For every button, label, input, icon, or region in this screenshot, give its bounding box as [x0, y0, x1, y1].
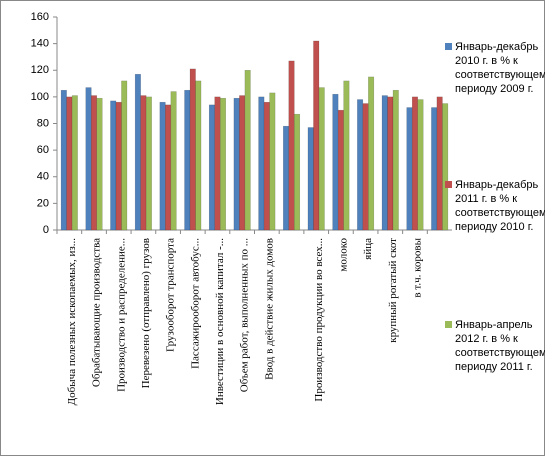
bar: [332, 93, 339, 231]
bar: [411, 96, 418, 231]
x-tick-label: Объем работ, выполненных по ...: [239, 238, 251, 392]
bar: [71, 95, 78, 231]
legend-swatch: [445, 181, 452, 188]
bar: [258, 96, 265, 231]
bar: [239, 95, 246, 231]
bar: [110, 100, 117, 231]
bar: [159, 101, 166, 231]
bar: [145, 96, 152, 231]
bar: [115, 101, 122, 231]
bar: [406, 107, 413, 231]
y-tick-label: 120: [31, 64, 49, 76]
bar: [357, 99, 364, 231]
bar: [66, 96, 73, 231]
y-tick-label: 140: [31, 38, 49, 50]
y-tick-label: 40: [37, 171, 49, 183]
legend-label: Январь-декабрь 2011 г. в % к соответству…: [455, 179, 545, 233]
legend-swatch: [445, 321, 452, 328]
bar: [387, 96, 394, 231]
x-tick-label: Производство и распределение...: [115, 238, 127, 392]
bar: [170, 91, 177, 231]
legend-entry: Январь-декабрь 2011 г. в % к соответству…: [445, 178, 545, 234]
x-tick-label: Инвестиции в основной капитал -...: [214, 238, 226, 405]
bar: [392, 89, 399, 231]
x-tick-label: Добыча полезных ископаемых, из...: [66, 238, 78, 406]
x-tick-label: Перевезено (отправлено) грузов: [140, 238, 152, 388]
bar: [442, 103, 449, 231]
x-tick-label: Производство продукции во всех...: [313, 238, 325, 402]
bar: [368, 76, 375, 231]
bar: [362, 103, 369, 231]
bar: [269, 92, 276, 231]
bar: [219, 97, 226, 231]
y-tick-label: 160: [31, 11, 49, 23]
y-tick-label: 80: [37, 117, 49, 129]
bar: [417, 99, 424, 231]
bar: [318, 87, 325, 231]
bar: [60, 89, 67, 231]
bar: [283, 125, 290, 231]
y-tick-label: 0: [43, 224, 49, 236]
bar: [436, 96, 443, 231]
legend-entry: Январь-декабрь 2010 г. в % к соответству…: [445, 40, 545, 96]
bar: [184, 89, 191, 231]
x-tick-label: яйца: [362, 238, 374, 260]
y-tick-label: 20: [37, 197, 49, 209]
bar: [134, 73, 141, 231]
legend-label: Январь-апрель 2012 г. в % к соответствую…: [455, 319, 545, 373]
x-tick-label: Обрабатывающие производства: [91, 238, 103, 387]
bar: [233, 97, 240, 231]
bar: [313, 40, 320, 231]
y-tick-label: 100: [31, 91, 49, 103]
bar: [165, 104, 172, 231]
legend-entry: Январь-апрель 2012 г. в % к соответствую…: [445, 318, 545, 374]
legend-label: Январь-декабрь 2010 г. в % к соответству…: [455, 41, 545, 95]
bar: [214, 96, 221, 231]
bar: [189, 68, 196, 231]
x-tick-label: Пассажирооборот автобус...: [189, 238, 201, 369]
bar: [85, 87, 92, 231]
x-tick-label: в т.ч. коровы: [412, 237, 424, 297]
bar: [381, 95, 388, 231]
x-tick-label: молоко: [337, 238, 349, 272]
x-tick-label: Грузооборот транспорта: [165, 238, 177, 352]
legend-swatch: [445, 43, 452, 50]
y-tick-label: 60: [37, 144, 49, 156]
bar: [307, 127, 314, 231]
bar: [121, 80, 128, 231]
bar: [337, 109, 344, 231]
bar: [195, 80, 202, 231]
bar: [140, 95, 147, 231]
bar: [96, 97, 103, 231]
bar: [343, 80, 350, 231]
bar: [208, 104, 215, 231]
x-tick-label: крупный рогатый скот: [387, 238, 399, 343]
bar: [91, 95, 98, 231]
bar: [294, 113, 301, 231]
bar: [244, 70, 251, 231]
bar: [288, 60, 295, 231]
bar: [431, 107, 438, 231]
bar: [263, 101, 270, 231]
x-tick-label: Ввод в действие жилых домов: [263, 238, 275, 380]
